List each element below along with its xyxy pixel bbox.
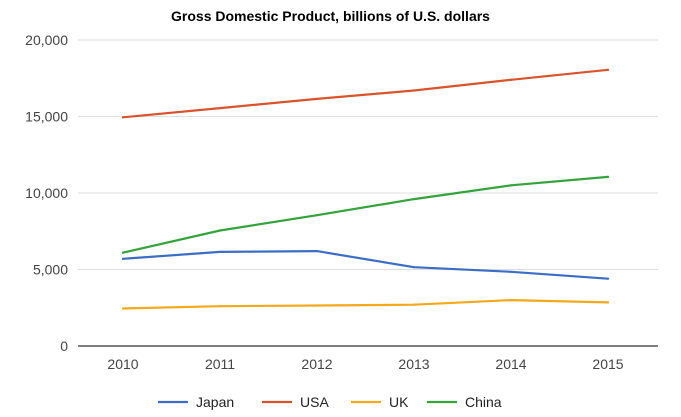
data-point-usa <box>315 97 319 101</box>
legend-label-japan: Japan <box>196 394 234 410</box>
data-point-japan <box>412 266 416 269</box>
data-point-china <box>412 198 416 201</box>
data-point-usa <box>121 116 125 119</box>
y-tick-label: 20,000 <box>25 32 68 48</box>
data-point-uk <box>509 299 513 302</box>
data-point-usa <box>606 68 610 71</box>
data-point-uk <box>121 307 125 310</box>
legend-label-usa: USA <box>300 394 329 410</box>
y-tick-label: 10,000 <box>25 185 68 201</box>
data-point-uk <box>218 305 222 308</box>
data-point-japan <box>218 250 222 254</box>
data-point-japan <box>509 270 513 273</box>
x-tick-label: 2010 <box>107 356 138 372</box>
x-tick-label: 2014 <box>495 356 526 372</box>
y-tick-label: 15,000 <box>25 109 68 125</box>
x-tick-label: 2013 <box>398 356 429 372</box>
data-point-china <box>509 184 513 187</box>
data-point-china <box>218 229 222 232</box>
data-point-china <box>315 214 319 217</box>
data-point-uk <box>606 301 610 304</box>
series-line-uk <box>121 299 610 310</box>
data-point-usa <box>509 78 513 81</box>
legend-label-uk: UK <box>389 394 409 410</box>
data-point-japan <box>606 277 610 280</box>
data-point-japan <box>121 257 125 260</box>
x-tick-label: 2012 <box>301 356 332 372</box>
data-point-usa <box>412 89 416 92</box>
chart-title: Gross Domestic Product, billions of U.S.… <box>171 8 490 24</box>
x-tick-label: 2015 <box>592 356 623 372</box>
series-line-japan <box>121 250 610 280</box>
data-point-uk <box>412 303 416 306</box>
data-point-china <box>121 251 125 254</box>
data-point-china <box>606 175 610 179</box>
data-point-japan <box>315 250 319 253</box>
x-tick-label: 2011 <box>205 356 235 372</box>
data-point-usa <box>218 106 222 110</box>
series-line-china <box>121 175 610 254</box>
y-tick-label: 5,000 <box>33 262 68 278</box>
series-line-usa <box>121 68 610 119</box>
legend-label-china: China <box>465 394 502 410</box>
data-point-uk <box>315 304 319 307</box>
y-tick-label: 0 <box>60 338 68 354</box>
